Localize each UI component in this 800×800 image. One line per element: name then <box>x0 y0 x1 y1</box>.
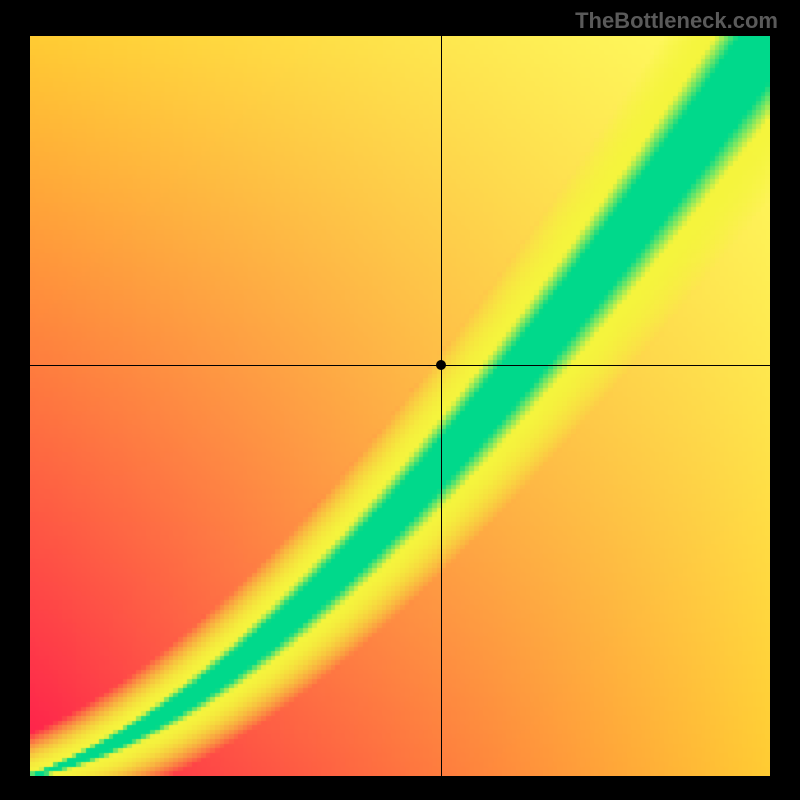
crosshair-vertical <box>441 36 442 776</box>
heatmap-canvas <box>30 36 770 776</box>
crosshair-horizontal <box>30 365 770 366</box>
heatmap-plot <box>30 36 770 776</box>
watermark-text: TheBottleneck.com <box>575 8 778 34</box>
marker-dot <box>436 360 446 370</box>
root-container: TheBottleneck.com <box>0 0 800 800</box>
